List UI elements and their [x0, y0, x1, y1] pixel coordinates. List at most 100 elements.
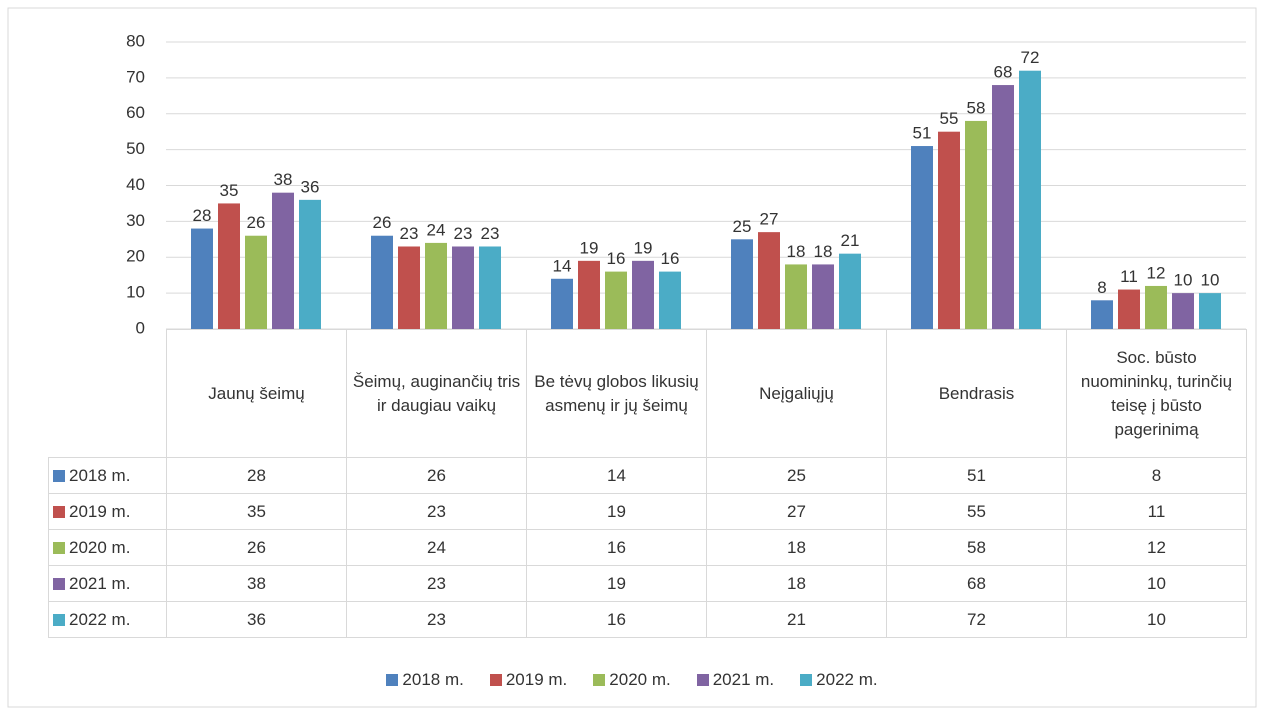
data-label: 18 [814, 242, 833, 261]
data-label: 72 [1021, 48, 1040, 67]
bar [812, 264, 834, 329]
bar [425, 242, 447, 329]
data-label: 68 [994, 63, 1013, 82]
data-label: 23 [454, 224, 473, 243]
data-label: 14 [553, 256, 572, 275]
y-tick-label: 20 [126, 247, 145, 266]
bar [605, 271, 627, 329]
table-cell: 18 [706, 529, 887, 566]
bar [911, 146, 933, 329]
bar [578, 260, 600, 329]
table-cell: 27 [706, 493, 887, 530]
table-cell: 11 [1066, 493, 1247, 530]
data-label: 28 [193, 206, 212, 225]
table-header-cell: Be tėvų globos likusių asmenų ir jų šeim… [526, 329, 707, 458]
bar [398, 246, 420, 329]
table-row-header: 2022 m. [48, 601, 167, 638]
data-label: 55 [940, 109, 959, 128]
legend-label: 2018 m. [402, 670, 464, 689]
table-cell: 38 [166, 565, 347, 602]
bar [245, 235, 267, 329]
legend-key [593, 674, 606, 686]
table-cell: 21 [706, 601, 887, 638]
table-row-label: 2018 m. [69, 465, 131, 485]
legend-key [53, 577, 65, 590]
table-row-header: 2021 m. [48, 565, 167, 602]
table-row-label: 2021 m. [69, 573, 131, 593]
bar [218, 203, 240, 329]
data-label: 21 [841, 231, 860, 250]
table-header-cell: Neįgaliųjų [706, 329, 887, 458]
bar [758, 232, 780, 329]
legend-label: 2022 m. [816, 670, 878, 689]
data-label: 26 [373, 213, 392, 232]
bar [839, 253, 861, 329]
table-cell: 23 [346, 565, 527, 602]
table-cell: 68 [886, 565, 1067, 602]
bar [1019, 70, 1041, 329]
y-tick-label: 10 [126, 283, 145, 302]
table-cell: 23 [346, 601, 527, 638]
bar [479, 246, 501, 329]
y-tick-label: 80 [126, 31, 145, 50]
chart-border [7, 7, 1257, 708]
table-cell: 16 [526, 601, 707, 638]
table-row-header: 2020 m. [48, 529, 167, 566]
data-label: 10 [1201, 271, 1220, 290]
data-label: 16 [607, 249, 626, 268]
bar [659, 271, 681, 329]
legend-key [53, 613, 65, 626]
table-cell: 19 [526, 565, 707, 602]
y-tick-label: 40 [126, 175, 145, 194]
table-cell: 19 [526, 493, 707, 530]
data-label: 36 [301, 177, 320, 196]
data-label: 58 [967, 98, 986, 117]
data-label: 18 [787, 242, 806, 261]
table-cell: 23 [346, 493, 527, 530]
bar [785, 264, 807, 329]
bar [1172, 293, 1194, 329]
bar [965, 120, 987, 329]
table-header-cell: Soc. būsto nuomininkų, turinčių teisę į … [1066, 329, 1247, 458]
bar [1145, 285, 1167, 329]
table-cell: 16 [526, 529, 707, 566]
legend-label: 2019 m. [505, 670, 568, 689]
table-cell: 26 [346, 457, 527, 494]
data-label: 26 [247, 213, 266, 232]
y-tick-label: 0 [136, 318, 145, 337]
legend-item: 2022 m. [800, 670, 878, 690]
bar [551, 278, 573, 329]
table-cell: 28 [166, 457, 347, 494]
legend-key [800, 674, 813, 686]
data-label: 25 [733, 217, 752, 236]
y-tick-label: 60 [126, 103, 145, 122]
legend-item: 2018 m. [386, 670, 464, 690]
bar [938, 131, 960, 329]
data-label: 23 [481, 224, 500, 243]
table-cell: 14 [526, 457, 707, 494]
data-label: 51 [913, 124, 932, 143]
table-cell: 72 [886, 601, 1067, 638]
data-label: 8 [1097, 278, 1106, 297]
bar [992, 85, 1014, 329]
table-cell: 10 [1066, 601, 1247, 638]
bar [1199, 293, 1221, 329]
data-label: 19 [580, 238, 599, 257]
data-label: 10 [1174, 271, 1193, 290]
table-cell: 18 [706, 565, 887, 602]
legend-label: 2021 m. [712, 670, 775, 689]
bar [272, 192, 294, 329]
bar [731, 239, 753, 329]
table-cell: 25 [706, 457, 887, 494]
table-header-cell: Jaunų šeimų [166, 329, 347, 458]
data-label: 23 [400, 224, 419, 243]
table-row-label: 2020 m. [69, 537, 131, 557]
table-cell: 35 [166, 493, 347, 530]
data-label: 12 [1147, 263, 1166, 282]
legend-item: 2020 m. [593, 670, 671, 690]
legend-key [696, 674, 709, 686]
table-row-header: 2018 m. [48, 457, 167, 494]
bar [371, 235, 393, 329]
bar [1118, 289, 1140, 329]
